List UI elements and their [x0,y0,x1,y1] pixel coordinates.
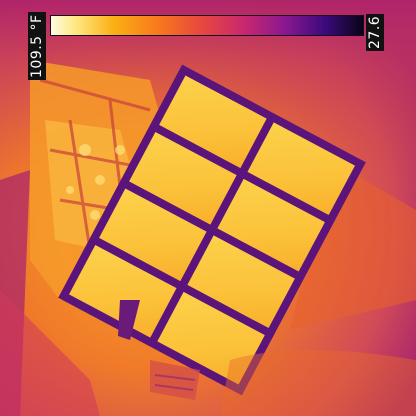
ground-object-lines [154,374,196,391]
scale-max-label: 109.5 °F [28,12,46,80]
temperature-scale-bar [50,15,364,36]
machinery-detail-lines [39,78,151,251]
scale-min-label: 27.6 [366,13,384,51]
panel-cells [69,75,355,385]
ground-right [220,350,416,416]
panel-stand [118,300,140,340]
machinery-hotspots [66,144,125,220]
lower-left-shadow [0,290,100,416]
